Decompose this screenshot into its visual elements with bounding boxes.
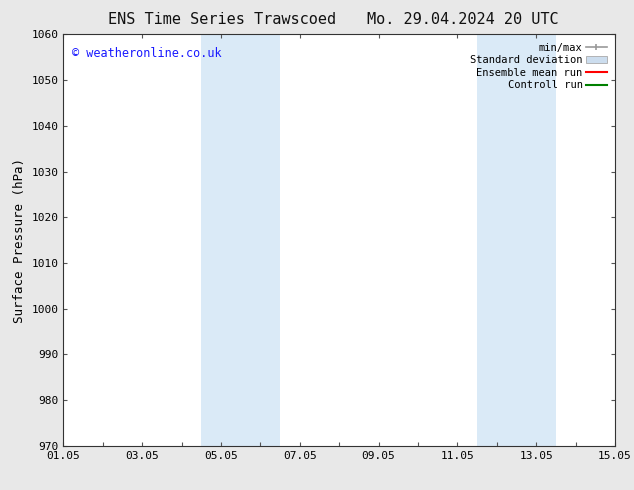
Y-axis label: Surface Pressure (hPa): Surface Pressure (hPa) xyxy=(13,158,26,322)
Text: ENS Time Series Trawscoed: ENS Time Series Trawscoed xyxy=(108,12,336,27)
Legend: min/max, Standard deviation, Ensemble mean run, Controll run: min/max, Standard deviation, Ensemble me… xyxy=(467,40,610,94)
Bar xyxy=(202,34,280,446)
Text: Mo. 29.04.2024 20 UTC: Mo. 29.04.2024 20 UTC xyxy=(367,12,559,27)
Bar xyxy=(477,34,556,446)
Text: © weatheronline.co.uk: © weatheronline.co.uk xyxy=(72,47,221,60)
